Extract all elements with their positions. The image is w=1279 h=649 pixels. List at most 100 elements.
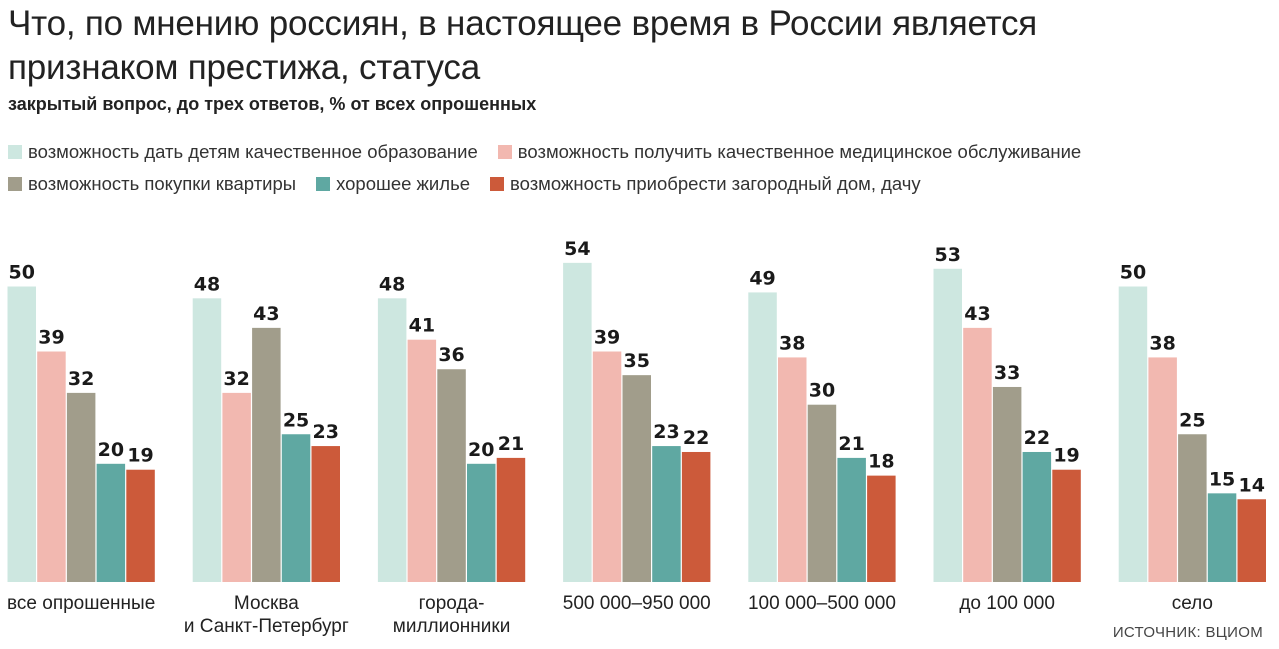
bar (652, 446, 681, 582)
bar (1052, 469, 1081, 582)
bar (1207, 493, 1237, 582)
bar (467, 463, 496, 582)
data-label: 35 (624, 350, 650, 372)
bar (1118, 286, 1148, 582)
data-label: 20 (468, 439, 494, 461)
legend-swatch-housing (316, 177, 331, 191)
data-label: 43 (964, 303, 990, 325)
bar (681, 451, 711, 582)
data-label: 43 (253, 303, 279, 325)
bar (963, 327, 992, 582)
legend-label-education: возможность дать детям качественное обра… (28, 141, 478, 162)
data-label: 48 (194, 273, 220, 295)
bar (1178, 434, 1207, 582)
data-label: 15 (1209, 468, 1235, 490)
data-label: 19 (1053, 445, 1079, 467)
data-label: 38 (1149, 332, 1175, 354)
bar (933, 268, 962, 582)
data-label: 32 (68, 368, 94, 390)
bar-group: 50 38 25 15 14 (1118, 262, 1266, 582)
legend-label-country-house: возможность приобрести загородный дом, д… (510, 173, 921, 194)
data-label: 18 (868, 451, 894, 473)
data-label: 36 (438, 344, 464, 366)
data-label: 32 (223, 368, 249, 390)
data-label: 21 (838, 433, 864, 455)
bar (37, 351, 66, 582)
data-label: 39 (594, 327, 620, 349)
bar (1237, 499, 1266, 582)
data-label: 38 (779, 332, 805, 354)
data-label: 22 (1024, 427, 1050, 449)
legend-item-medicine: возможность получить качественное медици… (497, 141, 1082, 163)
chart-title: Что, по мнению россиян, в настоящее врем… (8, 4, 1038, 87)
bar (281, 434, 311, 582)
data-label: 49 (749, 267, 775, 289)
bar (7, 286, 36, 582)
data-label: 48 (379, 273, 405, 295)
legend-label-housing: хорошее жилье (336, 173, 470, 194)
bar (992, 386, 1022, 582)
bar (377, 298, 407, 582)
chart-subtitle: закрытый вопрос, до трех ответов, % от в… (8, 94, 537, 114)
legend-item-education: возможность дать детям качественное обра… (8, 141, 478, 163)
bar (807, 404, 837, 582)
bar (437, 369, 466, 582)
legend-swatch-education (8, 145, 22, 159)
data-label: 14 (1239, 474, 1265, 496)
data-label: 20 (98, 439, 124, 461)
data-label: 25 (1179, 409, 1205, 431)
category-label: города-миллионники (392, 593, 511, 637)
bar (1148, 357, 1177, 582)
legend-row-2: возможность покупки квартиры хорошее жил… (8, 168, 1273, 200)
legend-label-medicine: возможность получить качественное медици… (517, 141, 1082, 162)
data-label: 19 (127, 445, 153, 467)
legend-label-apartment: возможность покупки квартиры (28, 173, 297, 194)
legend-swatch-country-house (490, 177, 504, 191)
legend: возможность дать детям качественное обра… (8, 136, 1273, 200)
data-label: 50 (1120, 262, 1146, 284)
bar (496, 457, 526, 582)
bar (96, 463, 126, 582)
legend-swatch-medicine (497, 145, 512, 159)
source-note: ИСТОЧНИК: ВЦИОМ (1112, 624, 1263, 641)
data-label: 39 (38, 327, 64, 349)
category-label: все опрошенные (7, 593, 156, 614)
legend-row-1: возможность дать детям качественное обра… (8, 136, 1273, 168)
category-label: до 100 000 (959, 593, 1055, 614)
category-label: Москва и Санкт-Петербург (183, 593, 349, 637)
bar (867, 475, 896, 582)
legend-item-country-house: возможность приобрести загородный дом, д… (490, 173, 921, 195)
data-label: 23 (653, 421, 679, 443)
data-label: 50 (9, 262, 35, 284)
data-label: 54 (564, 238, 590, 260)
bar (563, 262, 592, 582)
bar (1022, 451, 1052, 582)
category-label: 100 000–500 000 (747, 593, 896, 614)
data-label: 25 (283, 409, 309, 431)
bar (592, 351, 622, 582)
data-label: 22 (683, 427, 709, 449)
bar (407, 339, 437, 582)
data-label: 41 (409, 315, 435, 337)
legend-item-housing: хорошее жилье (316, 173, 470, 195)
category-label: село (1171, 593, 1213, 614)
bar (126, 469, 155, 582)
data-label: 21 (498, 433, 524, 455)
category-label: 500 000–950 000 (562, 593, 711, 614)
legend-swatch-apartment (8, 177, 22, 191)
bar (837, 457, 866, 582)
bar (252, 327, 281, 582)
data-label: 53 (935, 244, 961, 266)
bar (192, 298, 222, 582)
legend-item-apartment: возможность покупки квартиры (8, 173, 296, 195)
bar (748, 292, 777, 582)
data-label: 33 (994, 362, 1020, 384)
bar (622, 375, 651, 582)
